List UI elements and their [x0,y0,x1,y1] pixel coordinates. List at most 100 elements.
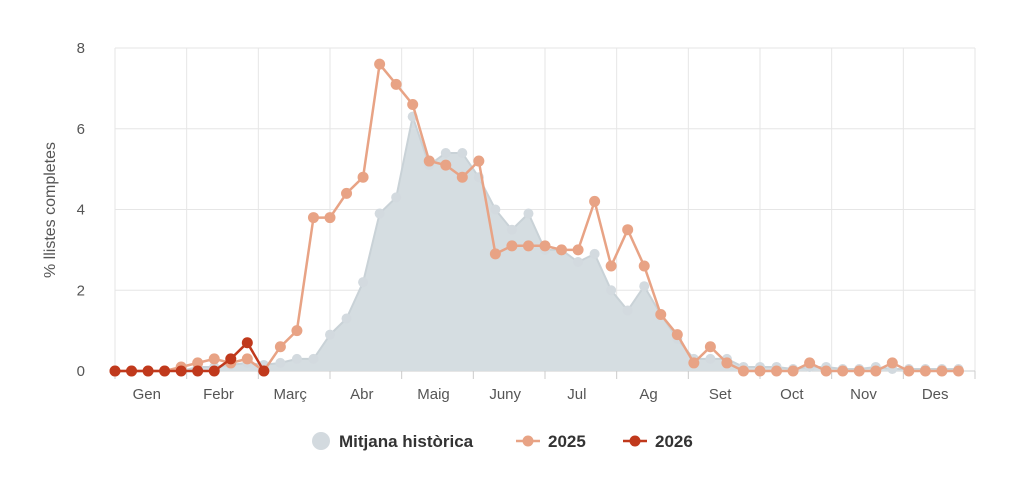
series-2025-point [539,240,551,252]
series-2025-point [489,248,501,260]
legend-label: Mitjana històrica [339,432,474,451]
x-tick-label: Jul [567,386,586,403]
series-2025-point [936,365,948,377]
historical-point [391,192,402,203]
x-tick-label: Abr [350,386,373,403]
y-tick-label: 4 [77,202,85,219]
legend-item-2025: 2025 [516,432,586,451]
historical-point [374,208,385,219]
series-2025-point [853,365,865,377]
historical-area-layer [110,111,964,376]
x-tick-label: Nov [850,386,877,403]
historical-point [291,353,302,364]
series-2025-point [291,325,303,337]
x-tick-label: Febr [203,386,234,403]
y-axis-title: % llistes completes [42,142,59,278]
series-2025-point [655,308,667,320]
x-tick-label: Maig [417,386,450,403]
legend-label: 2025 [548,432,586,451]
series-2026-point [175,365,187,377]
legend-label: 2026 [655,432,693,451]
series-2025-point [721,357,733,369]
historical-point [308,353,319,364]
series-2025-point [390,78,402,90]
series-2025-point [274,341,286,353]
historical-point [573,256,584,267]
legend: Mitjana històrica 2025 2026 [312,432,693,451]
x-tick-label: Març [273,386,307,403]
legend-item-Mitjana històrica: Mitjana històrica [312,432,474,451]
historical-point [490,204,501,215]
series-2025-point [324,212,336,224]
x-tick-label: Ag [639,386,657,403]
series-2026-point [192,365,204,377]
series-2025-point [192,357,204,369]
series-2025-point [341,187,353,199]
series-2025-point [870,365,882,377]
historical-point [606,285,617,296]
y-tick-label: 0 [77,363,85,380]
series-2025-point [837,365,849,377]
series-2025-point [704,341,716,353]
historical-point [622,305,633,316]
series-2025-point [572,244,584,256]
series-2025-point [407,99,419,111]
series-2025-point [622,224,634,236]
legend-item-2026: 2026 [623,432,693,451]
historical-point [341,313,352,324]
x-tick-label: Gen [133,386,161,403]
series-2026-point [241,337,253,349]
x-tick-label: Juny [489,386,521,403]
x-tick-label: Oct [780,386,804,403]
series-2025-point [787,365,799,377]
series-2025-point [638,260,650,272]
legend-symbol [312,432,330,450]
series-lines-layer [109,58,964,377]
series-2025-point [688,357,700,369]
series-2025-point [804,357,816,369]
series-2025-point [671,329,683,341]
series-2025-point [423,155,435,167]
historical-point [705,353,716,364]
y-tick-label: 6 [77,121,85,138]
historical-point [358,277,369,288]
series-2025-point [754,365,766,377]
series-2026-point [159,365,171,377]
historical-point [440,147,451,158]
series-2025-point [952,365,964,377]
series-2025-point [886,357,898,369]
series-2025-point [737,365,749,377]
series-2025-point [506,240,518,252]
series-2025-point [589,195,601,207]
historical-point [589,248,600,259]
series-2025-point [374,58,386,70]
series-2026-point [208,365,220,377]
series-2025-point [820,365,832,377]
historical-point [523,208,534,219]
historical-point [639,281,650,292]
x-tick-label: Set [709,386,732,403]
series-2025-point [208,353,220,365]
series-2025-point [522,240,534,252]
x-axis-ticks: Gen Febr Març Abr Maig Juny Jul Ag Set Oct Nov Des [133,386,949,403]
historical-area [115,116,959,371]
series-2025-point [919,365,931,377]
series-2025-point [307,212,319,224]
series-2026-point [225,353,237,365]
historical-point [325,329,335,340]
legend-symbol-dot [522,435,534,447]
y-tick-label: 2 [77,282,85,299]
series-2026-point [142,365,154,377]
y-tick-label: 8 [77,40,85,57]
series-2025-point [605,260,617,272]
x-tick-label: Des [922,386,949,403]
series-2025-point [440,159,452,171]
legend-symbol-dot [629,435,641,447]
historical-point [457,147,468,158]
series-2025-point [473,155,485,167]
series-2025-point [903,365,915,377]
series-2025-line [115,61,959,373]
series-2025-point [771,365,783,377]
series-2026-point [126,365,138,377]
